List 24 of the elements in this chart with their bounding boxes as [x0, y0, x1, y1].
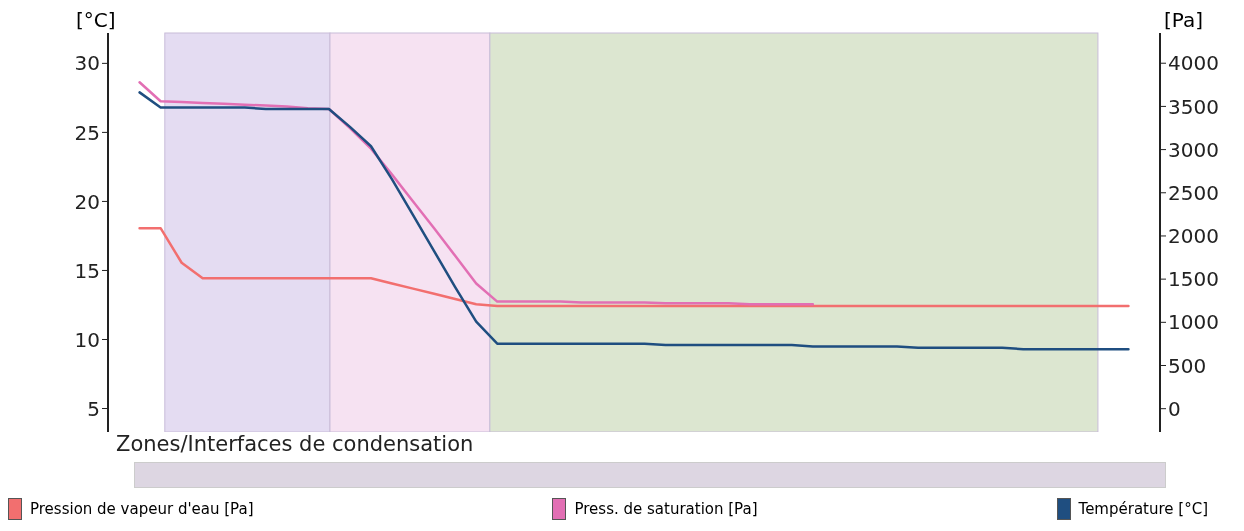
line-series: [138, 80, 815, 306]
y2-tick-label: 3500: [1168, 94, 1219, 119]
legend-label: Température [°C]: [1078, 500, 1208, 518]
line-series: [138, 91, 1130, 351]
y2-tick-label: 2500: [1168, 180, 1219, 205]
annotation: Zones/Interfaces de condensation: [116, 432, 475, 456]
y-tick-label: 30: [74, 51, 100, 76]
y-tick-label: 20: [74, 189, 100, 214]
y2-tick-label: 1500: [1168, 267, 1219, 292]
legend-label: Press. de saturation [Pa]: [574, 500, 758, 518]
y2-tick-label: 4000: [1168, 51, 1219, 76]
y-tick-label: 15: [74, 258, 100, 283]
line-series: [138, 226, 1130, 308]
y2-tick-label: 1000: [1168, 310, 1219, 335]
y-tick-label: 25: [74, 120, 100, 145]
y-tick-label: 5: [87, 396, 100, 421]
y-axis-title: [°C]: [76, 8, 116, 32]
y2-tick-label: 3000: [1168, 137, 1219, 162]
y2-tick-label: 2000: [1168, 224, 1219, 249]
legend-label: Pression de vapeur d'eau [Pa]: [30, 500, 254, 518]
y2-tick-label: 0: [1168, 396, 1181, 421]
y-tick-label: 10: [74, 327, 100, 352]
y2-tick-label: 500: [1168, 353, 1207, 378]
y2-axis-title: [Pa]: [1164, 8, 1204, 32]
